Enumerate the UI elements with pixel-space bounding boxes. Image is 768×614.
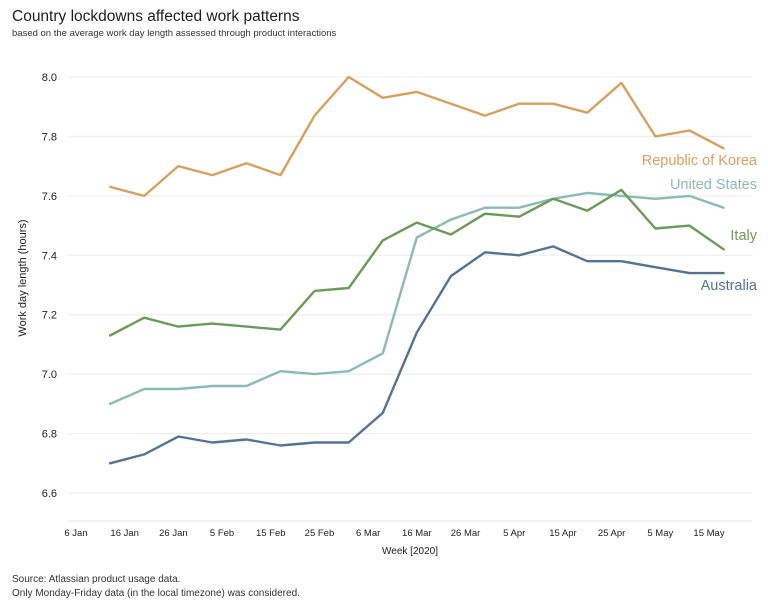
grid-lines bbox=[68, 76, 752, 494]
chart-title: Country lockdowns affected work patterns bbox=[12, 8, 300, 25]
y-tick-label: 7.6 bbox=[42, 191, 57, 203]
series-line-republic-of-korea bbox=[108, 75, 725, 198]
x-tick-label: 25 Apr bbox=[598, 528, 625, 539]
x-tick-label: 6 Jan bbox=[64, 528, 87, 539]
series-label: Australia bbox=[701, 278, 758, 294]
x-tick-label: 26 Mar bbox=[451, 528, 481, 539]
series-line-australia bbox=[108, 245, 725, 465]
series-line-united-states bbox=[108, 191, 725, 406]
series-line-italy bbox=[108, 188, 725, 337]
chart-subtitle: based on the average work day length ass… bbox=[12, 28, 337, 39]
series-label: Italy bbox=[730, 228, 757, 244]
y-tick-label: 7.4 bbox=[42, 250, 57, 262]
x-tick-label: 5 Apr bbox=[503, 528, 525, 539]
x-tick-label: 15 Apr bbox=[549, 528, 576, 539]
x-tick-label: 25 Feb bbox=[305, 528, 335, 539]
series-label: Republic of Korea bbox=[642, 153, 758, 169]
y-tick-label: 8.0 bbox=[42, 72, 57, 84]
y-tick-label: 7.8 bbox=[42, 131, 57, 143]
x-tick-label: 16 Mar bbox=[402, 528, 432, 539]
footer: Source: Atlassian product usage data. On… bbox=[12, 573, 300, 600]
y-tick-label: 7.0 bbox=[42, 369, 57, 381]
x-tick-label: 16 Jan bbox=[110, 528, 139, 539]
data-note: Only Monday-Friday data (in the local ti… bbox=[12, 587, 300, 599]
x-axis-label: Week [2020] bbox=[382, 546, 438, 557]
y-tick-label: 6.8 bbox=[42, 429, 57, 441]
x-tick-label: 15 May bbox=[693, 528, 724, 539]
y-tick-label: 6.6 bbox=[42, 488, 57, 500]
series-labels: Republic of Korea United States Italy Austr… bbox=[642, 153, 758, 294]
x-tick-label: 5 May bbox=[647, 528, 673, 539]
line-chart: 6.6 6.8 7.0 7.2 7.4 7.6 7.8 8.0 6 Jan 16 Jan 26 J… bbox=[17, 72, 758, 557]
source-note: Source: Atlassian product usage data. bbox=[12, 574, 181, 585]
x-axis: 6 Jan 16 Jan 26 Jan 5 Feb 15 Feb 25 Feb 6 Mar 1… bbox=[64, 520, 752, 539]
series-lines bbox=[108, 75, 725, 465]
x-tick-label: 6 Mar bbox=[356, 528, 380, 539]
y-tick-label: 7.2 bbox=[42, 310, 57, 322]
y-axis-label: Work day length (hours) bbox=[17, 219, 29, 336]
x-tick-label: 26 Jan bbox=[159, 528, 188, 539]
series-label: United States bbox=[670, 177, 757, 193]
x-tick-label: 5 Feb bbox=[210, 528, 234, 539]
x-tick-label: 15 Feb bbox=[256, 528, 286, 539]
y-axis: 6.6 6.8 7.0 7.2 7.4 7.6 7.8 8.0 bbox=[42, 72, 57, 500]
